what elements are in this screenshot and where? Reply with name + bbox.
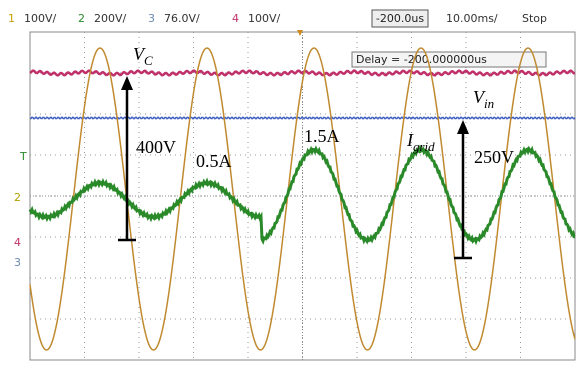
ch-scale: 200V/ [94,12,127,25]
ch-number: 1 [8,12,15,25]
ch3-marker: 3 [14,256,21,269]
run-status: Stop [522,12,547,25]
ch-scale: 100V/ [24,12,57,25]
timebase: 10.00ms/ [446,12,498,25]
igrid-sub: grid [413,139,435,154]
page: 1 100V/ 2 200V/ 3 76.0V/ 4 100V/ -200.0u… [0,0,584,371]
current-label: 1.5A [304,126,340,146]
voltage-label: 400V [136,137,176,157]
scope-screen: 1 100V/ 2 200V/ 3 76.0V/ 4 100V/ -200.0u… [0,0,584,371]
ch4-marker: 4 [14,236,21,249]
current-label: 0.5A [196,151,232,171]
ch-number: 2 [78,12,85,25]
vc-sub: C [144,53,153,68]
ch-scale: 100V/ [248,12,281,25]
trigger-marker: T [19,150,27,163]
ch-number: 4 [232,12,239,25]
ch2-marker: 2 [14,191,21,204]
ch-number: 3 [148,12,155,25]
delay-readout: Delay = -200.000000us [356,53,487,66]
vin-sub: in [484,96,494,111]
voltage-label: 250V [474,147,514,167]
delay-button-label[interactable]: -200.0us [376,12,424,25]
ch-scale: 76.0V/ [164,12,200,25]
